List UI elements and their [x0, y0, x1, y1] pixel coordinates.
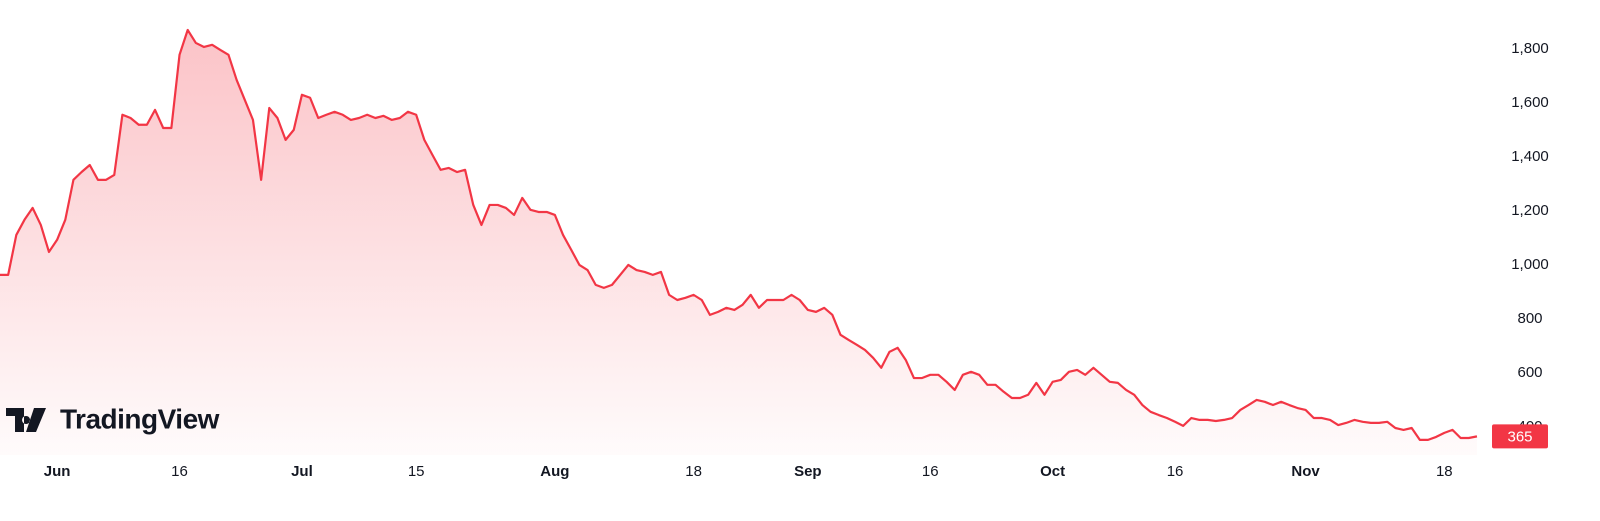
watermark: TradingView: [60, 403, 220, 434]
x-tick-label: 15: [408, 463, 425, 480]
watermark-logo: TradingView: [6, 403, 220, 434]
y-tick-label: 1,000: [1511, 256, 1549, 273]
plot-area: [0, 28, 1478, 455]
x-tick-label: Aug: [540, 463, 569, 480]
area-fill: [0, 29, 1477, 455]
y-tick-label: 1,400: [1511, 148, 1549, 165]
x-tick-label: 16: [171, 463, 188, 480]
x-tick-label: Jul: [291, 463, 313, 480]
x-tick-label: 16: [1167, 463, 1184, 480]
y-tick-label: 1,800: [1511, 40, 1549, 57]
y-tick-label: 1,600: [1511, 94, 1549, 111]
x-tick-label: 16: [922, 463, 939, 480]
y-tick-label: 800: [1517, 310, 1542, 327]
x-tick-label: 18: [1436, 463, 1453, 480]
y-tick-label: 1,200: [1511, 202, 1549, 219]
y-tick-label: 600: [1517, 364, 1542, 381]
x-tick-label: Oct: [1040, 463, 1065, 480]
x-tick-label: 18: [685, 463, 702, 480]
price-line: [0, 28, 1478, 441]
x-tick-label: Nov: [1291, 463, 1320, 480]
x-tick-label: Sep: [794, 463, 822, 480]
last-price-label: 365: [1507, 428, 1532, 445]
x-tick-label: Jun: [44, 463, 71, 480]
last-price-box: [1492, 424, 1548, 449]
